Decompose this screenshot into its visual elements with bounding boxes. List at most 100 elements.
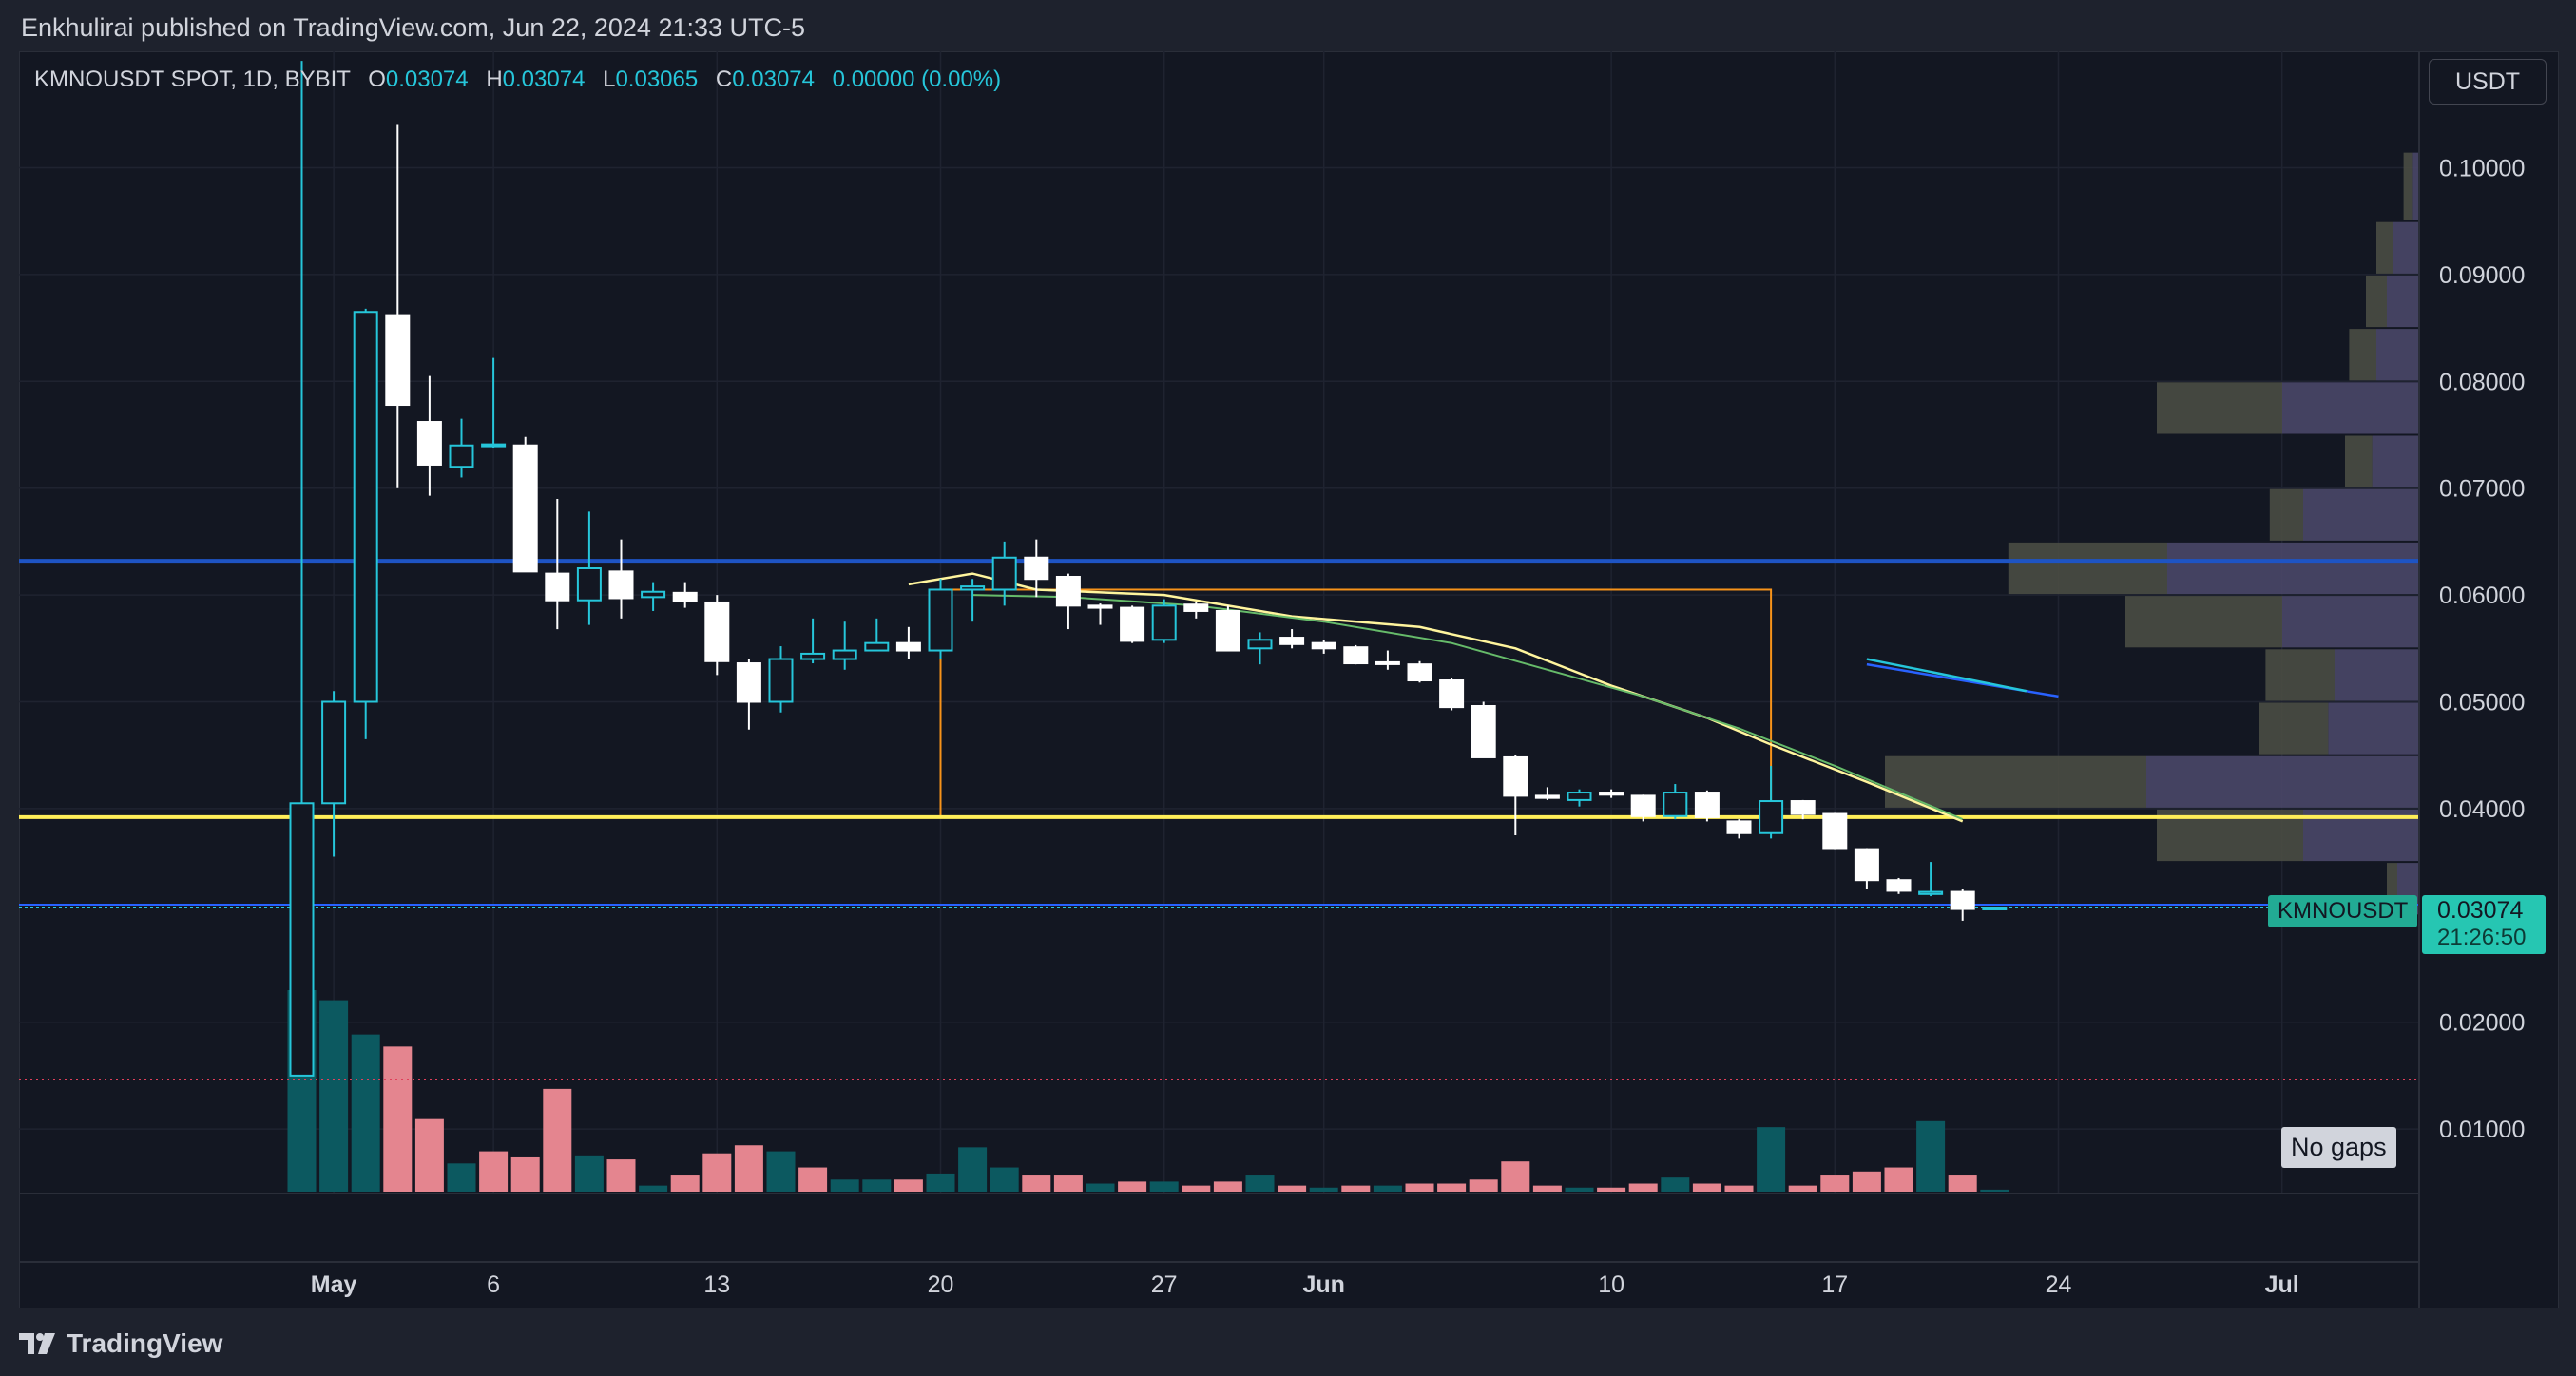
price-tick-label: 0.09000 xyxy=(2439,262,2525,289)
volume-bar xyxy=(1788,1185,1817,1192)
candle-body xyxy=(768,658,794,703)
volume-bar xyxy=(1278,1185,1307,1192)
change-value: 0.00000 (0.00%) xyxy=(832,67,1002,92)
volume-bar xyxy=(1565,1187,1594,1192)
candle-body xyxy=(928,588,953,652)
ohlc-legend: KMNOUSDT SPOT, 1D, BYBIT O0.03074 H0.030… xyxy=(34,67,1001,93)
candle-body xyxy=(1854,848,1879,882)
volume-bar xyxy=(926,1173,955,1192)
candle-body xyxy=(1279,637,1305,645)
candle-body xyxy=(1120,606,1145,642)
candle-body xyxy=(481,443,507,448)
candle-body xyxy=(1759,800,1784,834)
candle-body xyxy=(1950,890,1975,910)
candle-body xyxy=(1694,792,1720,818)
vp-row-down xyxy=(2328,702,2418,755)
price-tick-label: 0.06000 xyxy=(2439,583,2525,609)
volume-bar xyxy=(1341,1185,1371,1192)
axes: 0.10000 0.09000 0.08000 0.07000 0.06000 0.050… xyxy=(311,156,2526,1299)
symbol-price-label: KMNOUSDT xyxy=(2268,895,2418,927)
time-tick-label: 24 xyxy=(2046,1271,2072,1298)
vp-row-up xyxy=(2265,649,2335,701)
vp-row-down xyxy=(2376,329,2418,381)
candle-body xyxy=(832,649,857,660)
publish-info: Enkhulirai published on TradingView.com,… xyxy=(21,13,806,42)
volume-bar xyxy=(1086,1183,1115,1192)
candle-body xyxy=(1024,556,1049,581)
candle-body xyxy=(416,421,442,466)
volume-bar xyxy=(543,1088,572,1192)
vp-row-down xyxy=(2372,435,2418,487)
candle-body xyxy=(672,591,698,602)
volume-bar xyxy=(639,1185,668,1192)
price-tick-label: 0.08000 xyxy=(2439,369,2525,395)
candle-body xyxy=(576,567,602,602)
volume-bar xyxy=(1532,1185,1562,1192)
candle-body xyxy=(1343,646,1369,665)
tradingview-logo[interactable]: TradingView xyxy=(19,1328,222,1359)
vp-row-down xyxy=(2387,275,2418,328)
time-tick-label: May xyxy=(311,1271,357,1298)
volume-bar xyxy=(830,1179,859,1192)
volume-bar xyxy=(1692,1183,1721,1192)
volume-bar xyxy=(510,1156,540,1192)
vp-row-down xyxy=(2167,542,2418,595)
no-gaps-badge[interactable]: No gaps xyxy=(2281,1127,2396,1168)
volume-bar xyxy=(670,1175,700,1192)
volume-bar xyxy=(606,1159,636,1192)
last-price: 0.03074 xyxy=(2437,897,2524,924)
volume-bar xyxy=(1373,1185,1402,1192)
candle-body xyxy=(895,641,921,652)
candle-body xyxy=(1790,800,1816,815)
trend-line xyxy=(1866,662,2059,698)
volume-bar xyxy=(1820,1175,1850,1192)
volume-bar xyxy=(862,1179,892,1192)
volume-bar xyxy=(990,1167,1019,1192)
candle-body xyxy=(1503,755,1528,797)
candle-body xyxy=(1534,794,1560,799)
vp-row-down xyxy=(2282,382,2418,434)
vp-row-up xyxy=(2366,275,2387,328)
vp-row-up xyxy=(2387,863,2397,915)
candle-body xyxy=(641,590,666,599)
close-label: C xyxy=(715,67,733,92)
volume-bar xyxy=(1661,1177,1690,1192)
top-bar: Enkhulirai published on TradingView.com,… xyxy=(0,0,2576,51)
ma-fast-line xyxy=(908,572,1964,823)
volume-bar xyxy=(1118,1181,1147,1192)
horizontal-lines[interactable] xyxy=(19,559,2418,1080)
volume-bar xyxy=(1182,1185,1211,1192)
drawing-box[interactable] xyxy=(939,588,1773,818)
high-label: H xyxy=(486,67,503,92)
volume-bar xyxy=(1852,1171,1881,1192)
low-label: L xyxy=(603,67,616,92)
candle-body xyxy=(1630,794,1656,817)
currency-button[interactable]: USDT xyxy=(2429,59,2547,105)
volume-bar xyxy=(1597,1187,1626,1192)
volume-bar xyxy=(447,1163,476,1192)
vp-row-up xyxy=(2345,435,2373,487)
volume-bar xyxy=(766,1151,796,1192)
volume-bars xyxy=(287,990,2009,1192)
candle-body xyxy=(704,601,730,662)
candle-body xyxy=(449,444,474,468)
vp-row-up xyxy=(2125,596,2282,648)
candle-body xyxy=(1982,906,2008,910)
chart-area[interactable] xyxy=(19,51,2559,1309)
price-tick-label: 0.04000 xyxy=(2439,796,2525,823)
volume-bar xyxy=(479,1151,509,1192)
candle-body xyxy=(353,311,378,703)
moving-averages xyxy=(908,572,2059,823)
volume-bar xyxy=(1405,1183,1434,1192)
candle-body xyxy=(1567,792,1592,801)
candle-body xyxy=(1439,679,1465,709)
volume-bar xyxy=(1469,1179,1498,1192)
volume-bar xyxy=(894,1179,923,1192)
vp-row-up xyxy=(2349,329,2376,381)
price-tick-label: 0.10000 xyxy=(2439,156,2525,182)
time-tick-label: 17 xyxy=(1821,1271,1848,1298)
candle-body xyxy=(512,444,538,573)
vp-row-down xyxy=(2412,152,2418,220)
candle-body xyxy=(960,585,986,591)
